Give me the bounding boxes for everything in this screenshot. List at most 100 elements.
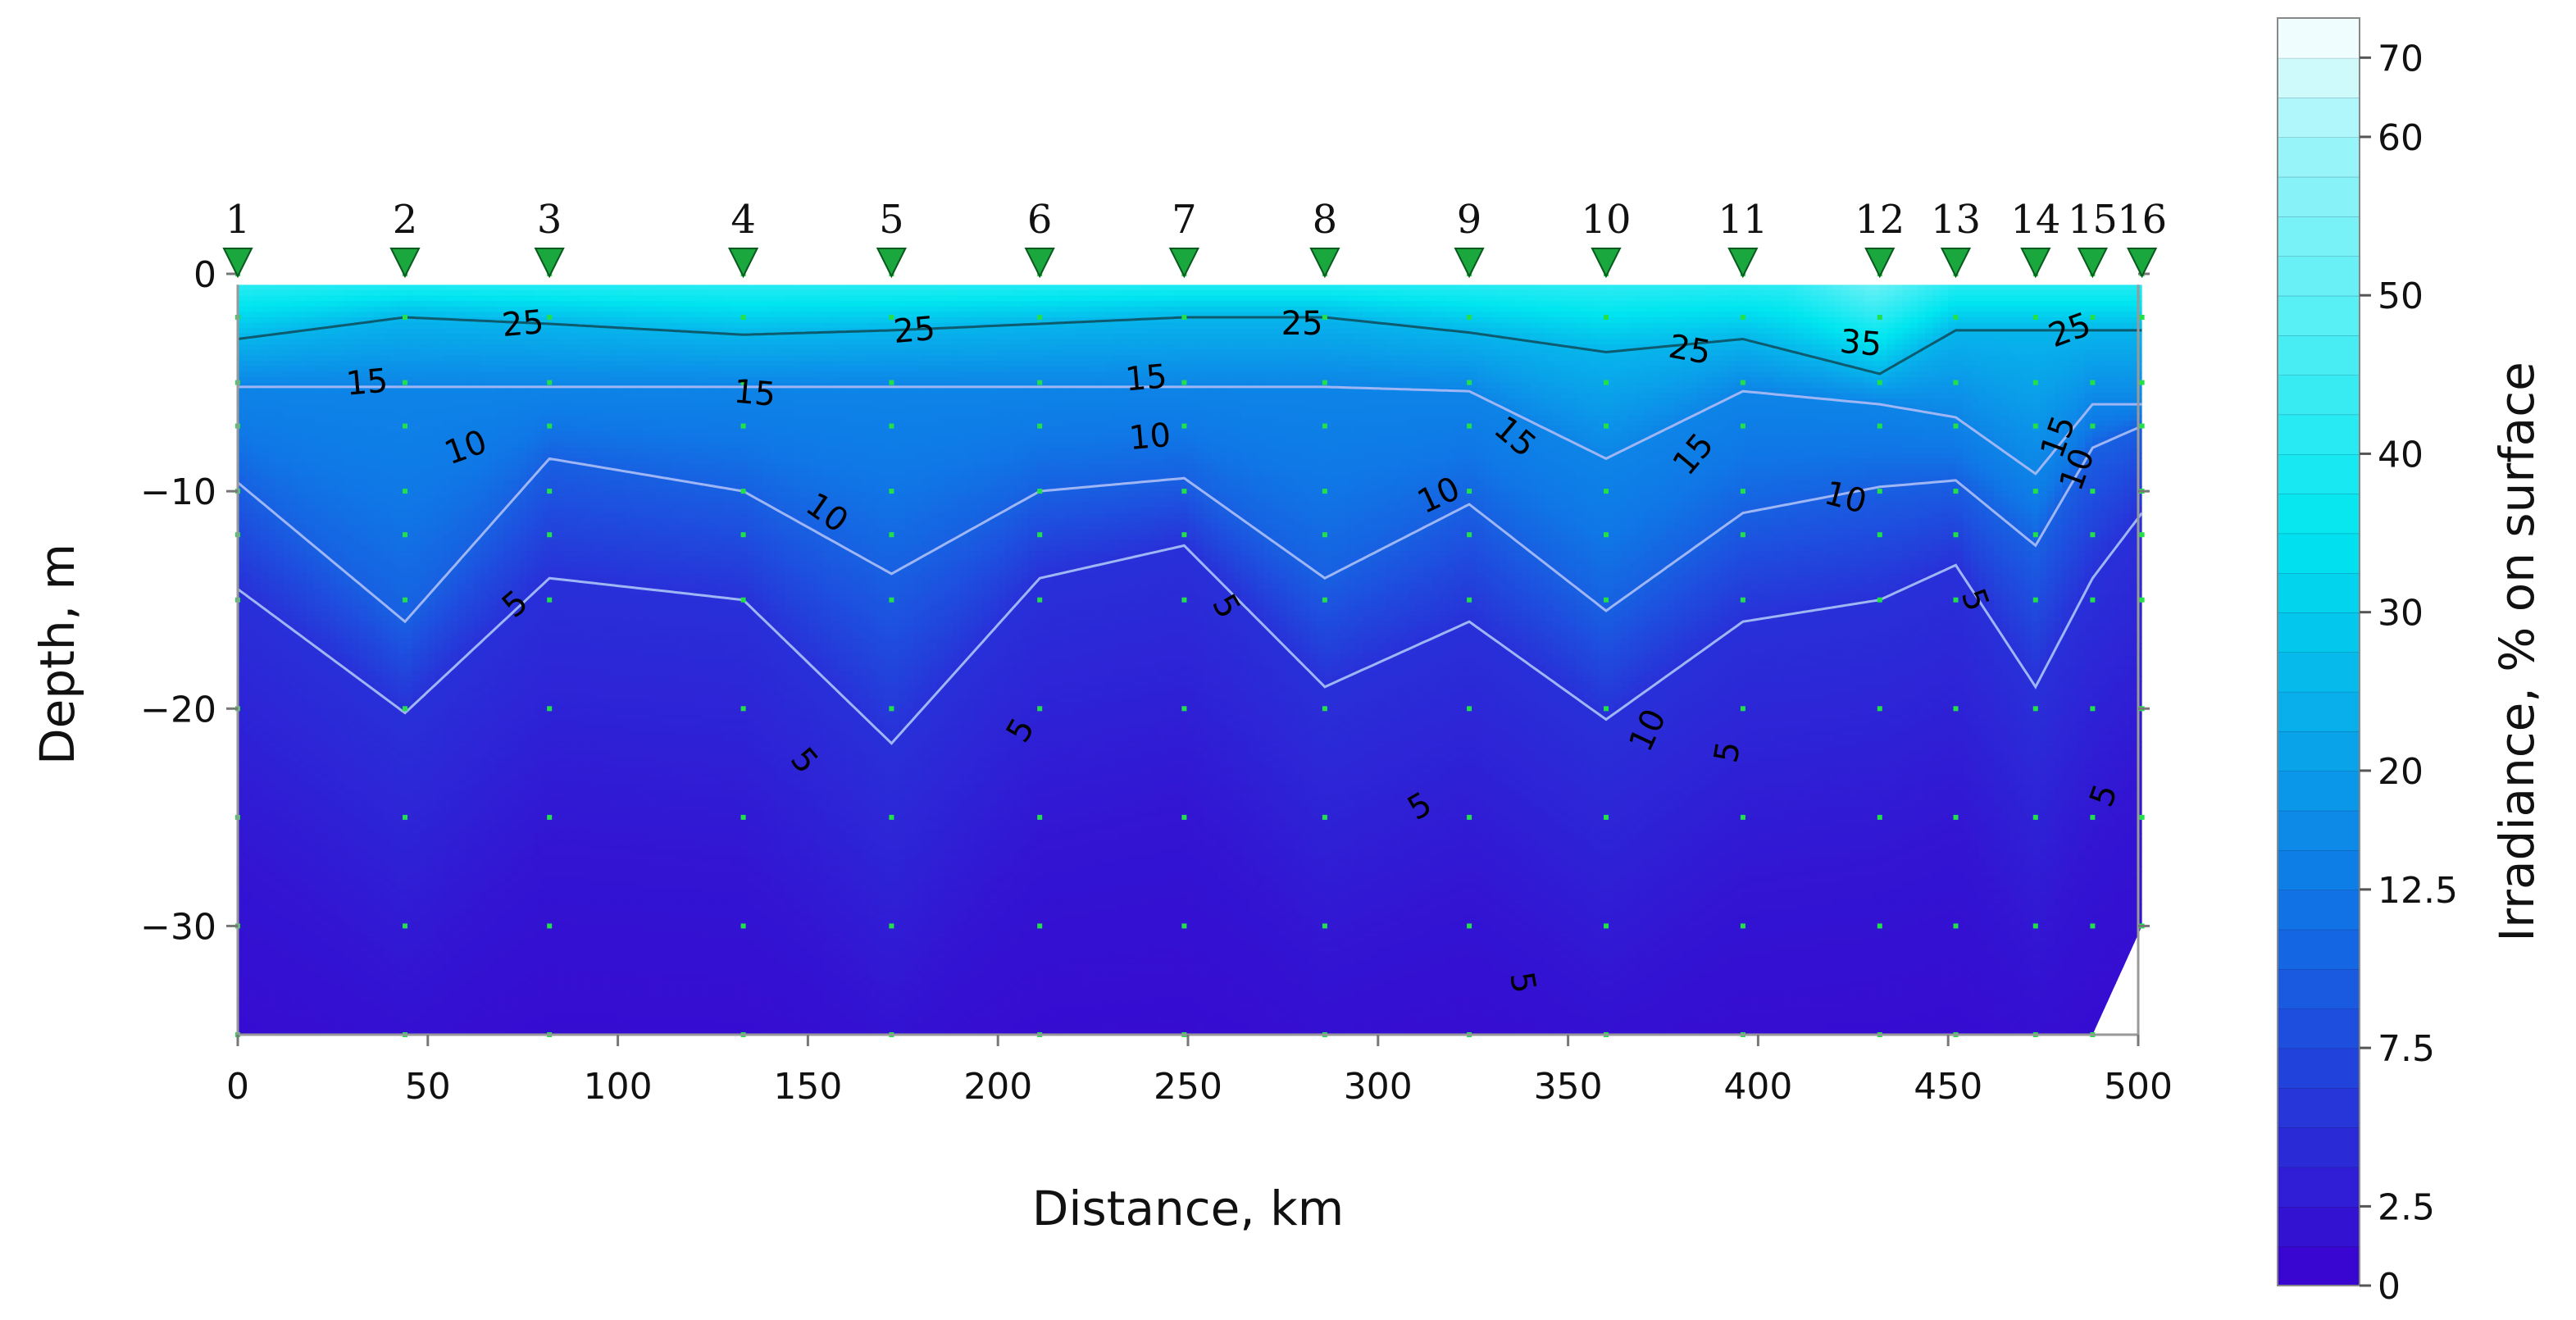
field-cell bbox=[367, 698, 375, 703]
field-cell bbox=[435, 530, 444, 535]
field-cell bbox=[261, 780, 269, 785]
field-cell bbox=[352, 437, 360, 443]
field-cell bbox=[298, 850, 307, 856]
field-cell bbox=[261, 687, 269, 693]
field-cell bbox=[466, 323, 474, 329]
field-cell bbox=[275, 551, 284, 557]
field-cell bbox=[306, 513, 314, 519]
field-cell bbox=[275, 768, 284, 774]
field-cell bbox=[306, 692, 314, 698]
field-cell bbox=[329, 339, 337, 345]
field-cell bbox=[291, 443, 299, 448]
field-cell bbox=[321, 997, 330, 1003]
field-cell bbox=[261, 301, 269, 307]
field-cell bbox=[428, 774, 436, 780]
field-cell bbox=[389, 366, 398, 372]
field-cell bbox=[321, 741, 330, 747]
field-cell bbox=[284, 470, 292, 476]
field-cell bbox=[314, 497, 322, 503]
field-cell bbox=[314, 899, 322, 904]
field-cell bbox=[291, 415, 299, 421]
field-cell bbox=[466, 665, 474, 671]
field-cell bbox=[382, 355, 390, 361]
field-cell bbox=[496, 545, 504, 551]
field-cell bbox=[382, 453, 390, 459]
field-cell bbox=[421, 443, 429, 448]
field-cell bbox=[496, 741, 504, 747]
field-cell bbox=[451, 861, 459, 867]
field-cell bbox=[245, 708, 253, 714]
field-cell bbox=[389, 371, 398, 377]
field-cell bbox=[389, 562, 398, 567]
field-cell bbox=[451, 991, 459, 997]
field-cell bbox=[405, 834, 413, 840]
field-cell bbox=[352, 649, 360, 654]
field-cell bbox=[298, 513, 307, 519]
field-cell bbox=[466, 834, 474, 840]
field-cell bbox=[337, 681, 345, 687]
field-cell bbox=[306, 867, 314, 872]
field-cell bbox=[321, 1008, 330, 1013]
field-cell bbox=[466, 480, 474, 486]
field-cell bbox=[275, 317, 284, 323]
field-cell bbox=[428, 524, 436, 530]
field-cell bbox=[473, 768, 481, 774]
field-cell bbox=[344, 882, 353, 888]
field-cell bbox=[314, 795, 322, 801]
field-cell bbox=[291, 1018, 299, 1024]
field-cell bbox=[481, 752, 489, 758]
field-cell bbox=[412, 339, 421, 345]
field-cell bbox=[329, 958, 337, 964]
field-cell bbox=[428, 301, 436, 307]
field-cell bbox=[245, 867, 253, 872]
field-cell bbox=[245, 904, 253, 910]
field-cell bbox=[466, 877, 474, 883]
field-cell bbox=[367, 524, 375, 530]
field-cell bbox=[489, 328, 497, 334]
field-cell bbox=[275, 785, 284, 790]
field-cell bbox=[382, 530, 390, 535]
field-cell bbox=[245, 344, 253, 350]
field-cell bbox=[253, 958, 262, 964]
field-cell bbox=[382, 458, 390, 464]
field-cell bbox=[443, 284, 451, 290]
field-cell bbox=[389, 453, 398, 459]
field-cell bbox=[421, 861, 429, 867]
field-cell bbox=[306, 844, 314, 850]
field-cell bbox=[275, 942, 284, 948]
field-cell bbox=[451, 828, 459, 834]
field-cell bbox=[261, 795, 269, 801]
field-cell bbox=[314, 985, 322, 991]
field-cell bbox=[405, 545, 413, 551]
field-cell bbox=[382, 714, 390, 720]
field-cell bbox=[344, 508, 353, 513]
field-cell bbox=[504, 817, 512, 823]
field-cell bbox=[275, 801, 284, 807]
field-cell bbox=[238, 785, 246, 790]
field-cell bbox=[405, 328, 413, 334]
field-cell bbox=[367, 747, 375, 753]
field-cell bbox=[382, 997, 390, 1003]
field-cell bbox=[275, 644, 284, 649]
field-cell bbox=[253, 763, 262, 769]
field-cell bbox=[489, 867, 497, 872]
field-cell bbox=[504, 676, 512, 682]
field-cell bbox=[291, 1024, 299, 1030]
field-cell bbox=[473, 355, 481, 361]
field-cell bbox=[382, 513, 390, 519]
field-cell bbox=[481, 720, 489, 726]
field-cell bbox=[489, 388, 497, 394]
field-cell bbox=[253, 290, 262, 296]
field-cell bbox=[329, 584, 337, 589]
field-cell bbox=[268, 708, 276, 714]
field-cell bbox=[284, 785, 292, 790]
field-cell bbox=[428, 540, 436, 546]
field-cell bbox=[367, 617, 375, 622]
field-cell bbox=[329, 671, 337, 676]
field-cell bbox=[344, 660, 353, 666]
field-cell bbox=[375, 486, 383, 492]
field-cell bbox=[512, 296, 520, 302]
field-cell bbox=[337, 344, 345, 350]
field-cell bbox=[412, 926, 421, 931]
field-cell bbox=[268, 605, 276, 611]
